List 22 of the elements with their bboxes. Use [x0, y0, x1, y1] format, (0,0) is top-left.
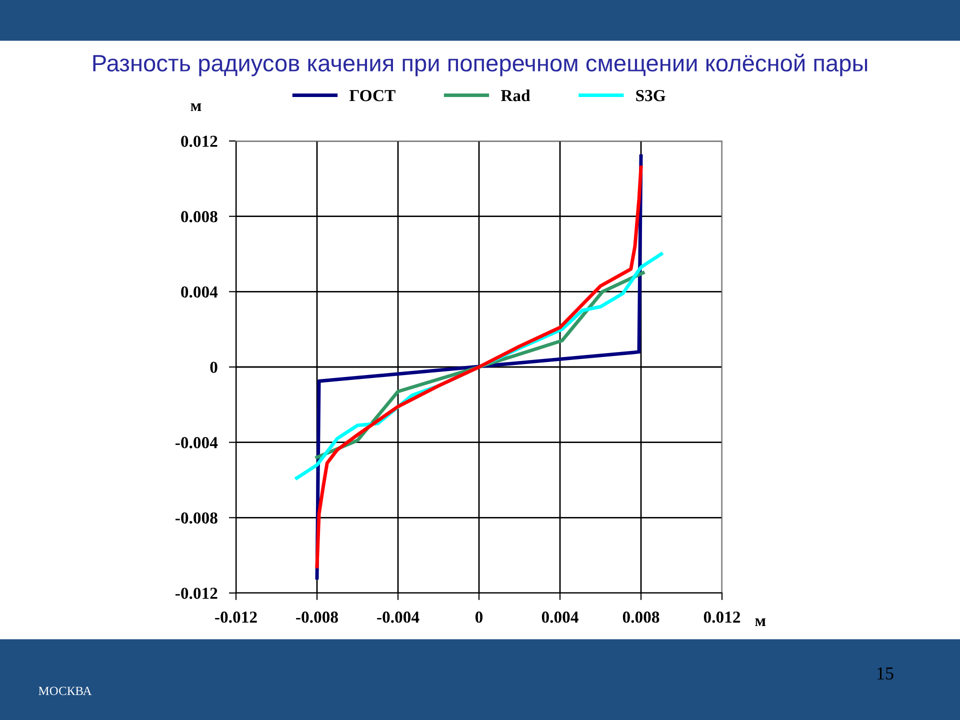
- text: 15: [878, 667, 894, 680]
- x-tick-label: -0.012: [215, 612, 257, 623]
- x-tick-label: -0.008: [296, 612, 338, 623]
- x-tick-label: 0.008: [622, 612, 660, 623]
- y-tick-label: 0.012: [181, 136, 218, 148]
- y-tick-label: -0.012: [176, 588, 218, 600]
- x-tick-label: 0: [475, 612, 483, 623]
- y-tick-label: -0.008: [176, 512, 218, 524]
- y-tick-label: 0.008: [181, 211, 218, 222]
- x-tick-label: 0.004: [542, 612, 578, 623]
- y-axis-title: м: [190, 103, 202, 112]
- x-axis-title: м: [755, 618, 766, 626]
- legend-label: S3G: [636, 90, 666, 102]
- text: МОСКВА: [38, 686, 92, 696]
- x-tick-label: 0.012: [704, 612, 740, 623]
- y-tick-label: 0: [210, 362, 218, 373]
- y-tick-label: 0.004: [181, 286, 218, 298]
- y-tick-label: -0.004: [176, 437, 218, 448]
- legend-label: ГОСТ: [349, 90, 396, 102]
- legend-label: Rad: [500, 89, 530, 102]
- chart-title: Разность радиусов качения при поперечном смещении колёсной пары: [93, 54, 868, 76]
- x-tick-label: -0.004: [377, 612, 420, 623]
